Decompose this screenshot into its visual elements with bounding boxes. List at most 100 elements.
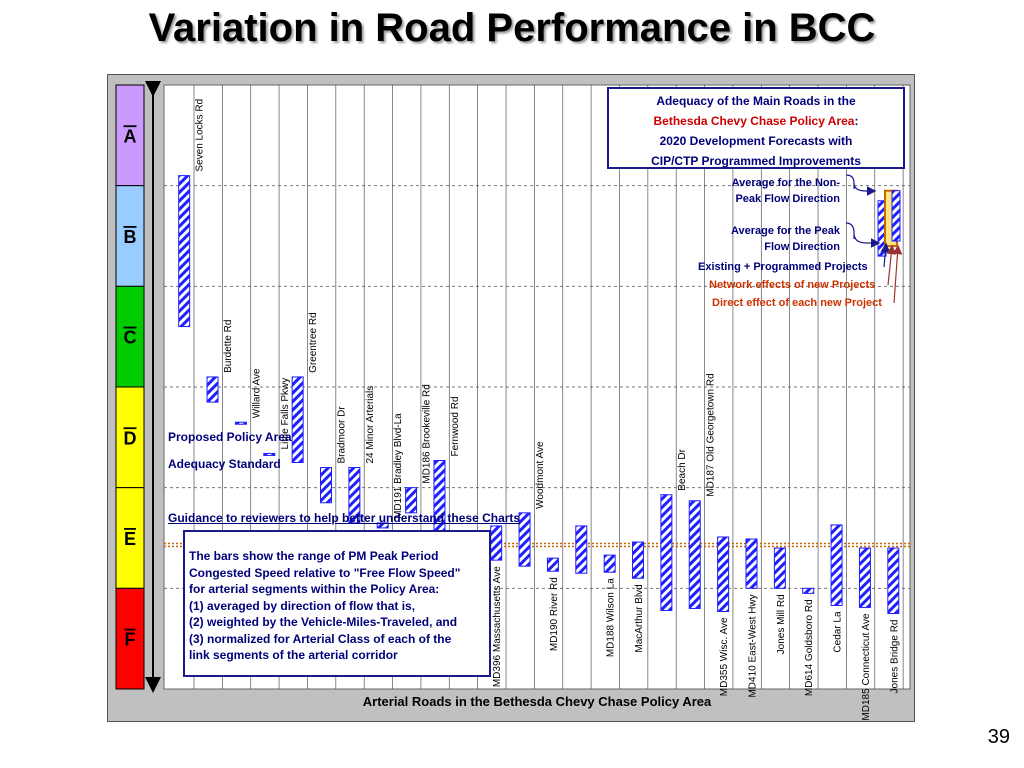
legend-direct-arrow: [892, 244, 903, 304]
road-label: MD355 Wisc. Ave: [719, 617, 730, 696]
los-grade-a: A: [124, 126, 137, 146]
los-grade-b: B: [124, 227, 137, 247]
los-band-d: [115, 386, 145, 489]
adequacy-policy-area: Bethesda Chevy Chase Policy Area: [653, 114, 855, 128]
road-label: Beach Dr: [677, 448, 688, 490]
x-axis-label: Arterial Roads in the Bethesda Chevy Cha…: [363, 694, 712, 709]
explain-line-3: for arterial segments within the Policy …: [189, 582, 440, 596]
adequacy-line-1: Adequacy of the Main Roads in the: [656, 94, 856, 108]
los-scale: A B C D E F: [115, 84, 145, 690]
road-label: Woodmont Ave: [535, 441, 546, 509]
bar-jones-bridge-rd: [887, 547, 900, 615]
los-band-c: [115, 285, 145, 388]
explain-line-7: link segments of the arterial corridor: [189, 648, 398, 662]
bar-24-minor-arterials: [348, 467, 361, 524]
road-label: Seven Locks Rd: [195, 99, 206, 172]
legend-peak-line-1: Average for the Peak: [730, 225, 840, 237]
legend-peak-arrow: [845, 222, 878, 243]
road-label: Fernwood Rd: [450, 396, 461, 456]
road-label: Little Falls Pkwy: [280, 378, 291, 450]
los-grade-d: D: [124, 428, 137, 448]
explain-line-6: (3) normalized for Arterial Class of eac…: [189, 631, 452, 646]
chart-frame: A B C D E F Seven Locks Rd Burdette Rd Willard …: [107, 74, 915, 722]
los-band-f: [115, 587, 145, 690]
guidance-heading: Guidance to reviewers to help better und…: [168, 511, 521, 525]
legend-nonpeak-line-1: Average for the Non-: [731, 177, 840, 189]
los-grade-e: E: [124, 529, 136, 549]
road-label: Burdette Rd: [223, 320, 234, 373]
bar-md614-goldsboro-rd: [802, 587, 815, 594]
road-label: Greentree Rd: [308, 312, 319, 373]
bar-md355-wisc-ave: [717, 536, 730, 612]
explain-line-4: (1) averaged by direction of flow that i…: [189, 598, 416, 613]
legend-direct-label: Direct effect of each new Project: [712, 297, 882, 309]
explain-line-2: Congested Speed relative to "Free Flow S…: [189, 565, 461, 580]
policy-standard-line-2: Adequacy Standard: [168, 457, 281, 471]
bar-md190-river-rd: [546, 557, 559, 572]
bar-woodmont-ave: [518, 512, 531, 567]
legend-peak-label: Average for the Peak Flow Direction: [716, 223, 840, 255]
adequacy-title-box: Adequacy of the Main Roads in the Bethes…: [607, 87, 905, 169]
road-label: MacArthur Blvd: [634, 584, 645, 652]
explain-line-1: The bars show the range of PM Peak Perio…: [189, 549, 439, 563]
road-label: MD614 Goldsboro Rd: [804, 599, 815, 696]
bar-seven-locks-rd: [178, 175, 191, 328]
bar-md187-old-georgetown-rd: [688, 500, 701, 609]
bar-md410-east-west-hwy: [745, 538, 758, 589]
road-label: MD410 East-West Hwy: [747, 594, 758, 697]
bar-jones-mill-rd: [773, 547, 786, 589]
legend-existing-arrow: [880, 242, 891, 268]
bar-md185-connecticut-ave: [858, 547, 871, 608]
adequacy-colon: :: [854, 114, 859, 128]
bar-willard-ave: [234, 421, 247, 425]
legend-nonpeak-label: Average for the Non- Peak Flow Direction: [716, 175, 840, 207]
los-grade-c: C: [124, 328, 137, 348]
bar-cedar-la: [830, 524, 843, 606]
road-label: Jones Bridge Rd: [889, 620, 900, 694]
road-label: MD190 River Rd: [549, 577, 560, 651]
policy-standard-label: Proposed Policy Area Adequacy Standard: [168, 424, 292, 478]
legend-bar-3: [891, 190, 901, 242]
legend-layer: [845, 174, 903, 304]
bar-greentree-rd: [291, 376, 304, 463]
adequacy-line-3: 2020 Development Forecasts with: [659, 134, 853, 148]
bar-unnamed: [575, 525, 588, 574]
road-label: Willard Ave: [251, 368, 262, 418]
bar-md188-wilson-la: [603, 554, 616, 573]
bar-md396-massachusetts-ave: [490, 525, 503, 561]
slide-title: Variation in Road Performance in BCC: [148, 6, 876, 50]
adequacy-line-4: CIP/CTP Programmed Improvements: [651, 154, 861, 168]
bar-beach-dr: [660, 494, 673, 611]
road-label: MD396 Massachusetts Ave: [492, 566, 503, 687]
bar-macarthur-blvd: [632, 541, 645, 579]
los-band-a: [115, 84, 145, 187]
slide-number: 39: [987, 726, 1010, 748]
bar-bradmoor-dr: [320, 467, 333, 504]
legend-peak-line-2: Flow Direction: [764, 241, 840, 253]
explanation-box: The bars show the range of PM Peak Perio…: [183, 530, 491, 677]
road-label: MD186 Brookeville Rd: [422, 384, 433, 484]
bar-md186-brookeville-rd: [405, 487, 418, 514]
legend-nonpeak-arrow: [845, 174, 874, 191]
los-grade-f: F: [125, 630, 136, 650]
road-label: Jones Mill Rd: [776, 594, 787, 654]
legend-network-arrow: [886, 244, 897, 286]
road-label: Bradmoor Dr: [337, 406, 348, 464]
road-label: MD188 Wilson La: [606, 578, 617, 657]
bar-little-falls-pkwy: [263, 452, 276, 456]
explain-line-5: (2) weighted by the Vehicle-Miles-Travel…: [189, 615, 458, 629]
los-band-b: [115, 185, 145, 287]
bars-layer: [178, 175, 900, 615]
adequacy-line-2: Bethesda Chevy Chase Policy Area:: [609, 111, 903, 131]
bar-md191-bradley-blvd-la: [376, 522, 389, 529]
legend-network-label: Network effects of new Projects: [709, 279, 876, 291]
legend-nonpeak-line-2: Peak Flow Direction: [735, 193, 840, 205]
policy-standard-line-1: Proposed Policy Area: [168, 430, 292, 444]
road-label: MD187 Old Georgetown Rd: [705, 373, 716, 496]
road-label: Cedar La: [833, 611, 844, 653]
road-label: MD191 Bradley Blvd-La: [393, 413, 404, 519]
road-labels: Seven Locks Rd Burdette Rd Willard Ave Litt…: [195, 99, 901, 721]
legend-existing-label: Existing + Programmed Projects: [698, 261, 868, 273]
bar-burdette-rd: [206, 376, 219, 403]
road-label: MD185 Connecticut Ave: [861, 613, 872, 721]
